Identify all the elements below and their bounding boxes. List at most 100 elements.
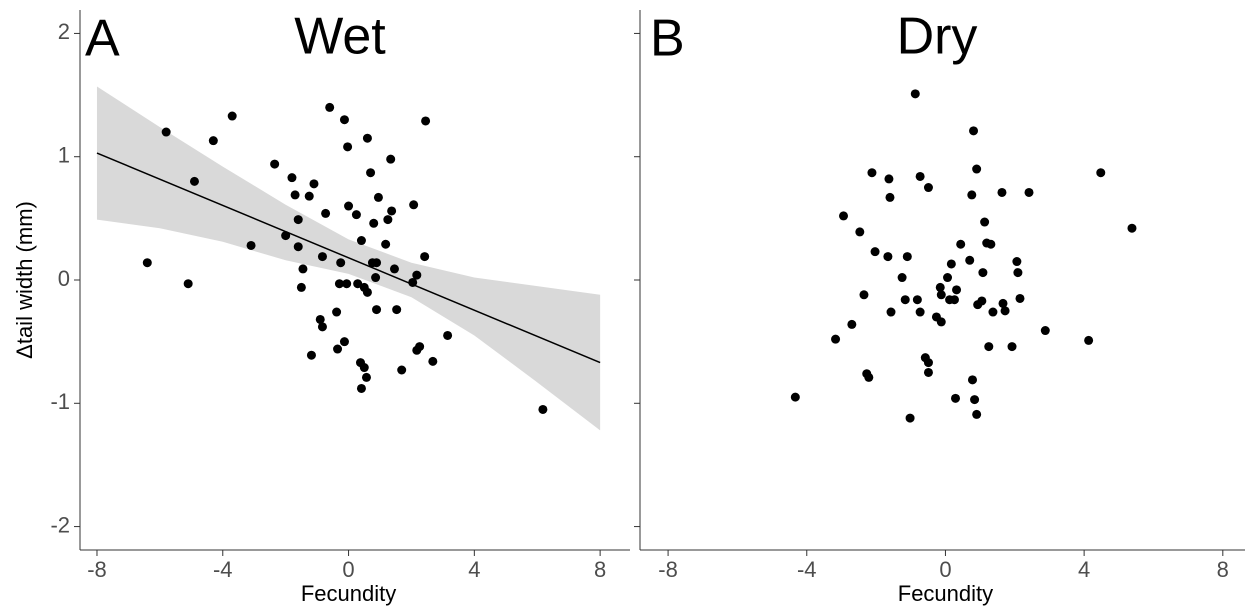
x-tick-label: 8 — [594, 557, 606, 582]
x-tick-label: 4 — [468, 557, 480, 582]
data-point — [298, 264, 308, 274]
data-point — [923, 183, 933, 193]
x-tick-label: 0 — [939, 557, 951, 582]
data-point — [351, 210, 361, 220]
data-point — [972, 164, 982, 174]
data-point — [883, 252, 893, 262]
data-point — [988, 307, 998, 317]
y-axis-title: Δtail width (mm) — [12, 201, 37, 359]
data-point — [790, 392, 800, 402]
data-point — [336, 258, 346, 268]
data-point — [1024, 187, 1034, 197]
data-point — [900, 295, 910, 305]
data-point — [886, 307, 896, 317]
data-point — [946, 259, 956, 269]
data-point — [369, 218, 379, 228]
data-point — [343, 142, 353, 152]
data-point — [855, 227, 865, 237]
y-tick-label: 1 — [58, 143, 70, 168]
data-point — [189, 176, 199, 186]
x-tick-label: -4 — [213, 557, 233, 582]
data-point — [317, 252, 327, 262]
data-point — [339, 115, 349, 125]
data-point — [1013, 268, 1023, 278]
data-point — [443, 330, 453, 340]
data-point — [936, 317, 946, 327]
data-point — [967, 190, 977, 200]
data-point — [362, 133, 372, 143]
data-point — [383, 215, 393, 225]
data-point — [333, 344, 343, 354]
data-point — [304, 191, 314, 201]
x-tick-label: -4 — [797, 557, 817, 582]
data-point — [943, 273, 953, 283]
data-point — [428, 356, 438, 366]
data-point — [839, 211, 849, 221]
data-point — [397, 365, 407, 375]
data-point — [270, 159, 280, 169]
data-point — [315, 314, 325, 324]
data-point — [361, 372, 371, 382]
panel-label: B — [650, 10, 685, 68]
x-axis-title: Fecundity — [898, 581, 993, 606]
data-point — [317, 322, 327, 332]
data-point — [1015, 293, 1025, 303]
x-tick-label: 8 — [1217, 557, 1229, 582]
x-tick-label: -8 — [658, 557, 678, 582]
data-point — [847, 319, 857, 329]
data-point — [356, 236, 366, 246]
data-point — [956, 239, 966, 249]
data-point — [306, 350, 316, 360]
data-point — [161, 127, 171, 137]
data-point — [342, 279, 352, 289]
data-point — [392, 305, 402, 315]
x-tick-label: 0 — [342, 557, 354, 582]
data-point — [362, 287, 372, 297]
data-point — [415, 342, 425, 352]
data-point — [978, 268, 988, 278]
data-point — [281, 231, 291, 241]
data-point — [353, 279, 363, 289]
data-point — [998, 298, 1008, 308]
data-point — [980, 217, 990, 227]
data-point — [142, 258, 152, 268]
data-point — [359, 363, 369, 373]
data-point — [293, 242, 303, 252]
panel-title: Wet — [294, 8, 386, 66]
data-point — [371, 273, 381, 283]
data-point — [972, 409, 982, 419]
data-point — [1127, 223, 1137, 233]
data-point — [951, 393, 961, 403]
data-point — [325, 102, 335, 112]
data-point — [905, 413, 915, 423]
data-point — [986, 239, 996, 249]
data-point — [387, 206, 397, 216]
y-tick-label: 0 — [58, 266, 70, 291]
data-point — [412, 270, 422, 280]
panel-title: Dry — [897, 8, 978, 66]
data-point — [372, 305, 382, 315]
data-point — [870, 247, 880, 257]
x-axis-title: Fecundity — [301, 581, 396, 606]
data-point — [246, 240, 256, 250]
data-point — [831, 334, 841, 344]
data-point — [367, 258, 377, 268]
data-point — [321, 208, 331, 218]
data-point — [344, 201, 354, 211]
data-point — [952, 285, 962, 295]
data-point — [287, 173, 297, 183]
data-point — [1040, 326, 1050, 336]
data-point — [290, 190, 300, 200]
regression-line — [96, 152, 601, 364]
data-point — [915, 171, 925, 181]
data-point — [884, 174, 894, 184]
data-point — [859, 290, 869, 300]
data-point — [408, 277, 418, 287]
panel-label: A — [85, 10, 120, 68]
data-point — [885, 192, 895, 202]
data-point — [227, 111, 237, 121]
data-point — [910, 89, 920, 99]
data-point — [538, 404, 548, 414]
data-point — [409, 200, 419, 210]
